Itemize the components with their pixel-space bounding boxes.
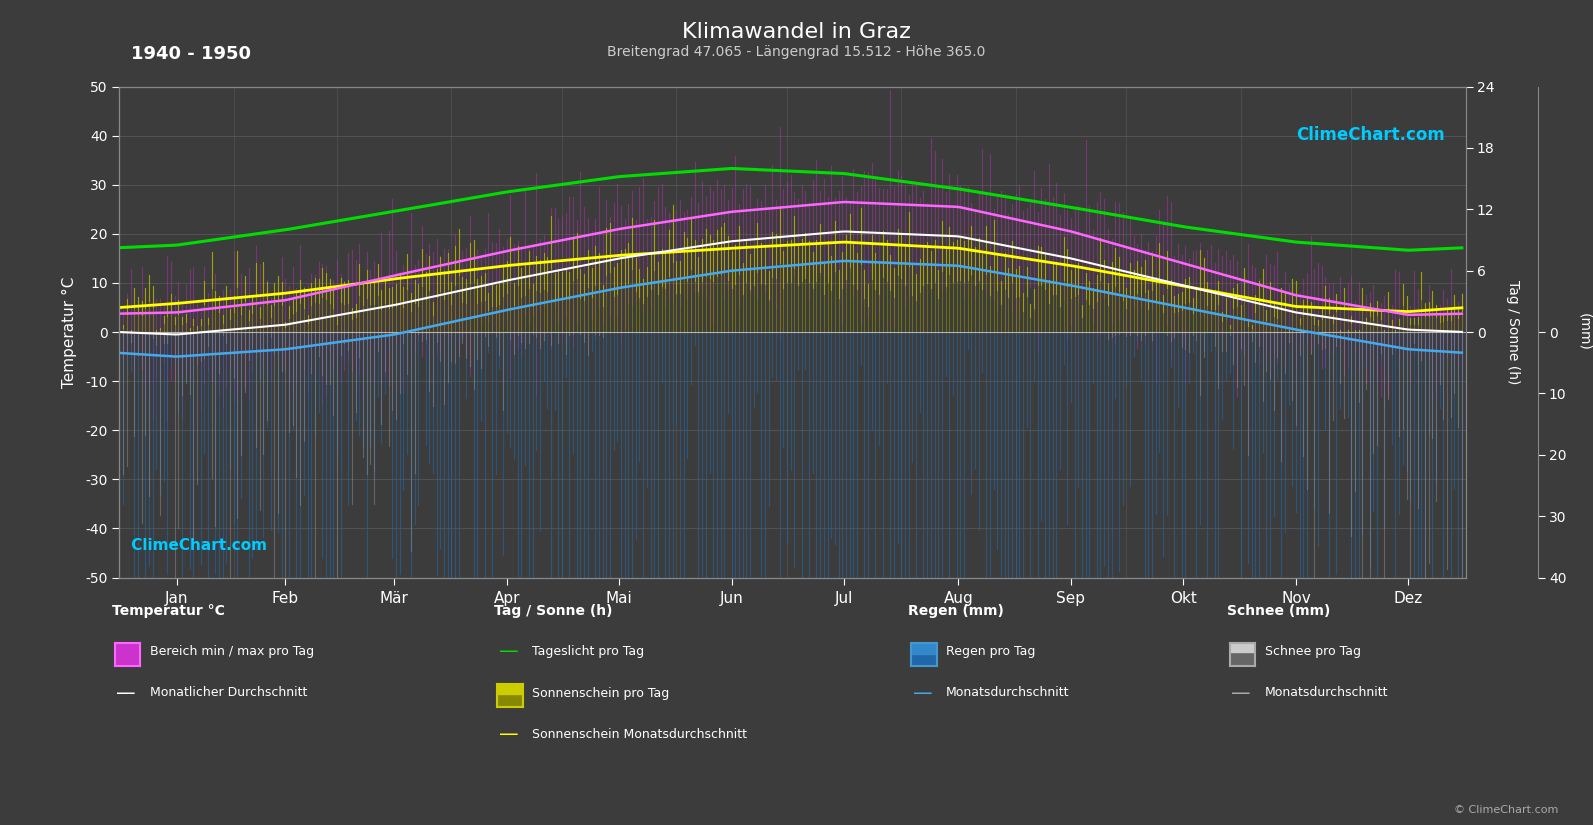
Text: Regen pro Tag: Regen pro Tag (946, 645, 1035, 658)
Y-axis label: Tag / Sonne (h): Tag / Sonne (h) (1505, 280, 1520, 384)
Text: Schnee pro Tag: Schnee pro Tag (1265, 645, 1360, 658)
Text: —: — (913, 683, 932, 703)
Text: ClimeChart.com: ClimeChart.com (1297, 126, 1445, 144)
Text: 1940 - 1950: 1940 - 1950 (131, 45, 250, 64)
Y-axis label: Temperatur °C: Temperatur °C (62, 276, 76, 388)
Text: Breitengrad 47.065 - Längengrad 15.512 - Höhe 365.0: Breitengrad 47.065 - Längengrad 15.512 -… (607, 45, 986, 59)
Text: Monatlicher Durchschnitt: Monatlicher Durchschnitt (150, 686, 307, 700)
Text: ClimeChart.com: ClimeChart.com (126, 538, 268, 553)
Text: Sonnenschein Monatsdurchschnitt: Sonnenschein Monatsdurchschnitt (532, 728, 747, 741)
Text: —: — (116, 683, 135, 703)
Text: Temperatur °C: Temperatur °C (112, 604, 225, 618)
Text: Regen (mm): Regen (mm) (908, 604, 1004, 618)
Text: Tageslicht pro Tag: Tageslicht pro Tag (532, 645, 644, 658)
Y-axis label: Regen / Schnee
(mm): Regen / Schnee (mm) (1577, 278, 1593, 386)
Text: Monatsdurchschnitt: Monatsdurchschnitt (1265, 686, 1389, 700)
Text: Sonnenschein pro Tag: Sonnenschein pro Tag (532, 686, 669, 700)
Text: Klimawandel in Graz: Klimawandel in Graz (682, 22, 911, 42)
Text: —: — (499, 724, 518, 744)
Text: Monatsdurchschnitt: Monatsdurchschnitt (946, 686, 1070, 700)
Text: © ClimeChart.com: © ClimeChart.com (1453, 805, 1558, 815)
Bar (911, 643, 937, 654)
Text: Schnee (mm): Schnee (mm) (1227, 604, 1330, 618)
Text: —: — (499, 642, 518, 662)
Text: Tag / Sonne (h): Tag / Sonne (h) (494, 604, 612, 618)
Text: Bereich min / max pro Tag: Bereich min / max pro Tag (150, 645, 314, 658)
Bar (497, 684, 523, 695)
Bar (1230, 643, 1255, 652)
Text: —: — (1231, 683, 1251, 703)
